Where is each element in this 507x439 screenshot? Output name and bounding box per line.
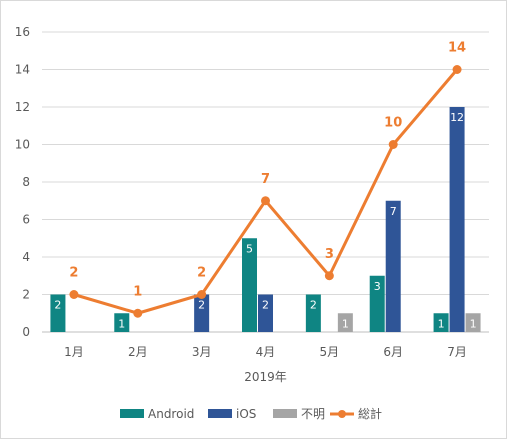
bar-iOS-4月 bbox=[258, 294, 273, 332]
y-tick-label: 8 bbox=[22, 175, 30, 189]
bar-不明-5月 bbox=[337, 313, 353, 332]
bar-Android-6月 bbox=[369, 275, 385, 332]
y-tick-label: 6 bbox=[22, 213, 30, 227]
bar-Android-1月 bbox=[50, 294, 66, 332]
bar-data-label: 2 bbox=[310, 299, 317, 312]
bar-iOS-7月 bbox=[449, 107, 465, 332]
bar-data-label: 12 bbox=[450, 111, 464, 124]
x-tick-label: 3月 bbox=[192, 345, 212, 359]
x-tick-label: 4月 bbox=[256, 345, 276, 359]
legend: Android iOS 不明 総計 bbox=[120, 406, 382, 421]
total-point bbox=[69, 290, 79, 299]
total-point bbox=[197, 290, 207, 299]
x-tick-label: 6月 bbox=[383, 345, 403, 359]
legend-label: Android bbox=[148, 407, 194, 421]
bar-data-label: 2 bbox=[262, 299, 269, 312]
total-data-label: 14 bbox=[448, 41, 466, 56]
bar-Android-7月 bbox=[433, 313, 449, 332]
legend-label: iOS bbox=[236, 407, 256, 421]
bar-data-label: 2 bbox=[198, 299, 205, 312]
legend-swatch-iOS bbox=[208, 409, 232, 418]
total-point bbox=[261, 196, 270, 206]
legend-label: 総計 bbox=[358, 406, 382, 421]
bar-data-label: 3 bbox=[374, 280, 381, 293]
total-data-label: 10 bbox=[384, 116, 402, 131]
bar-Android-2月 bbox=[114, 313, 130, 332]
bar-series bbox=[50, 107, 481, 332]
total-data-label: 1 bbox=[133, 284, 142, 299]
y-tick-label: 2 bbox=[22, 288, 30, 302]
y-tick-label: 4 bbox=[22, 250, 30, 264]
x-tick-label: 7月 bbox=[447, 345, 467, 359]
bar-data-label: 5 bbox=[246, 242, 253, 255]
legend-label: 不明 bbox=[301, 407, 325, 421]
x-tick-label: 1月 bbox=[64, 345, 84, 359]
bar-iOS-6月 bbox=[385, 200, 401, 332]
legend-swatch-不明 bbox=[273, 409, 297, 418]
total-point bbox=[133, 308, 143, 318]
legend-swatch-marker bbox=[338, 410, 346, 418]
y-tick-label: 16 bbox=[15, 25, 30, 39]
x-axis-tick-labels: 1月 2月 3月 4月 5月 6月 7月 bbox=[64, 345, 467, 359]
bar-data-label: 1 bbox=[438, 317, 445, 330]
y-tick-label: 14 bbox=[15, 63, 30, 77]
y-tick-label: 10 bbox=[15, 138, 30, 152]
bar-不明-7月 bbox=[465, 313, 481, 332]
x-tick-label: 2月 bbox=[128, 345, 148, 359]
total-point bbox=[388, 140, 398, 149]
bar-data-label: 7 bbox=[390, 205, 397, 218]
bar-iOS-3月 bbox=[194, 294, 210, 332]
y-tick-label: 0 bbox=[22, 325, 30, 339]
x-tick-label: 5月 bbox=[320, 345, 340, 359]
bar-data-label: 2 bbox=[54, 299, 61, 312]
bar-data-label: 1 bbox=[342, 317, 349, 330]
total-data-label: 2 bbox=[197, 266, 206, 281]
total-point bbox=[452, 65, 462, 74]
total-point bbox=[324, 271, 334, 281]
y-axis-tick-labels: 0 2 4 6 8 10 12 14 16 bbox=[15, 25, 30, 339]
bar-data-label: 1 bbox=[118, 317, 125, 330]
bar-data-label: 1 bbox=[470, 317, 477, 330]
bar-Android-4月 bbox=[242, 238, 257, 332]
x-axis-title: 2019年 bbox=[244, 370, 287, 384]
total-data-label: 7 bbox=[261, 172, 270, 187]
y-tick-label: 12 bbox=[15, 100, 30, 114]
total-data-label: 2 bbox=[69, 266, 78, 281]
legend-swatch-Android bbox=[120, 409, 144, 418]
bar-Android-5月 bbox=[305, 294, 321, 332]
total-data-label: 3 bbox=[325, 247, 334, 262]
